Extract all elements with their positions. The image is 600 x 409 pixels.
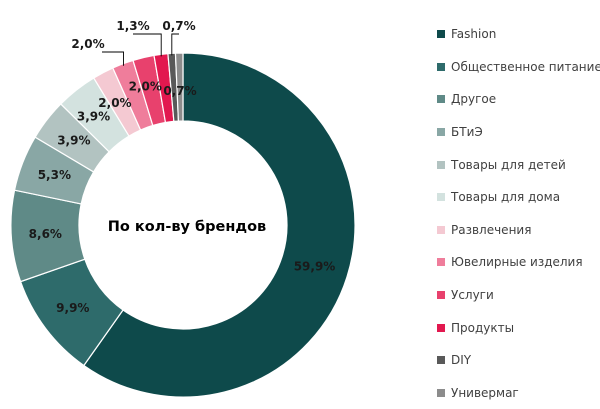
legend-label: Товары для дома bbox=[451, 190, 561, 205]
legend-item-entertainment: Развлечения bbox=[437, 214, 600, 247]
leader-lines bbox=[102, 33, 179, 66]
data-label-other: 8,6% bbox=[29, 227, 62, 241]
legend-item-food-service: Общественное питание bbox=[437, 51, 600, 84]
data-label-home-goods: 3,9% bbox=[77, 110, 110, 124]
legend-label: Fashion bbox=[451, 27, 497, 42]
slice-department-store bbox=[174, 52, 184, 122]
legend-swatch bbox=[437, 225, 445, 234]
legend-label: Товары для детей bbox=[451, 157, 566, 172]
legend-label: Развлечения bbox=[451, 222, 532, 237]
data-label-kids-goods: 3,9% bbox=[57, 134, 90, 148]
legend-label: Ювелирные изделия bbox=[451, 255, 583, 270]
slice-fashion bbox=[82, 52, 356, 398]
leader-line-jewelry bbox=[102, 51, 124, 66]
legend-label: Продукты bbox=[451, 320, 515, 335]
legend: Fashion Общественное питание Другое БТиЭ Тов… bbox=[437, 18, 600, 409]
leader-line-groceries bbox=[133, 33, 162, 57]
legend-item-jewelry: Ювелирные изделия bbox=[437, 246, 600, 279]
legend-label: Общественное питание bbox=[451, 59, 600, 74]
legend-label: DIY bbox=[451, 353, 472, 368]
legend-swatch bbox=[437, 388, 445, 397]
data-label-electronics: 5,3% bbox=[38, 168, 71, 182]
legend-label: БТиЭ bbox=[451, 125, 483, 140]
data-label-department-store: 0,7% bbox=[163, 84, 196, 98]
data-label-fashion: 59,9% bbox=[294, 260, 336, 274]
legend-swatch bbox=[437, 356, 445, 365]
legend-swatch bbox=[437, 128, 445, 137]
center-label: По кол-ву брендов bbox=[108, 219, 266, 235]
legend-item-diy: DIY bbox=[437, 344, 600, 377]
data-label-food-service: 9,9% bbox=[56, 301, 89, 315]
legend-item-fashion: Fashion bbox=[437, 18, 600, 51]
data-label-groceries: 1,3% bbox=[116, 19, 149, 33]
data-label-jewelry: 2,0% bbox=[71, 37, 104, 51]
donut-chart: 59,9%9,9%8,6%5,3%3,9%3,9%2,0%2,0%2,0%1,3… bbox=[10, 19, 356, 398]
legend-swatch bbox=[437, 30, 445, 39]
donut-slices bbox=[10, 52, 356, 398]
legend-swatch bbox=[437, 193, 445, 202]
legend-label: Другое bbox=[451, 92, 497, 107]
legend-item-groceries: Продукты bbox=[437, 311, 600, 344]
legend-item-home-goods: Товары для дома bbox=[437, 181, 600, 214]
legend-item-services: Услуги bbox=[437, 279, 600, 312]
legend-swatch bbox=[437, 258, 445, 267]
legend-item-kids-goods: Товары для детей bbox=[437, 148, 600, 181]
legend-item-department-store: Универмаг bbox=[437, 377, 600, 409]
data-labels: 59,9%9,9%8,6%5,3%3,9%3,9%2,0%2,0%2,0%1,3… bbox=[29, 19, 336, 315]
legend-item-other: Другое bbox=[437, 83, 600, 116]
data-label-entertainment: 2,0% bbox=[98, 96, 131, 110]
legend-swatch bbox=[437, 62, 445, 71]
legend-label: Услуги bbox=[451, 288, 494, 303]
legend-label: Универмаг bbox=[451, 385, 519, 400]
legend-item-electronics: БТиЭ bbox=[437, 116, 600, 149]
leader-line-diy bbox=[171, 33, 179, 56]
legend-swatch bbox=[437, 323, 445, 332]
data-label-services: 2,0% bbox=[129, 80, 162, 94]
legend-swatch bbox=[437, 95, 445, 104]
legend-swatch bbox=[437, 291, 445, 300]
legend-swatch bbox=[437, 160, 445, 169]
data-label-diy: 0,7% bbox=[162, 19, 195, 33]
